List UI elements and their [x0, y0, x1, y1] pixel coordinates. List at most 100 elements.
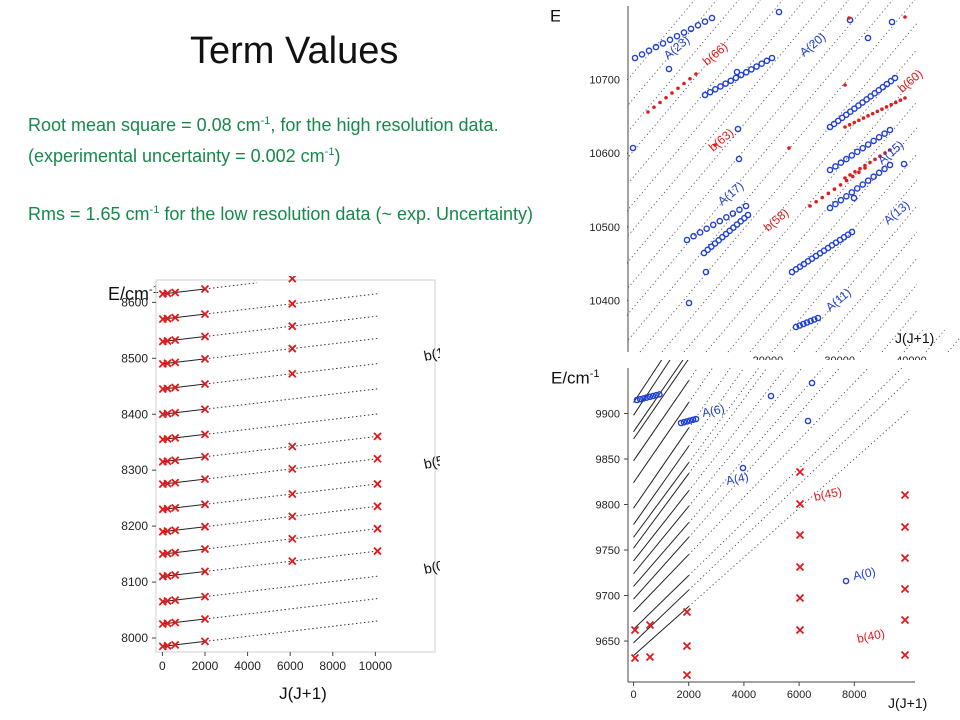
data-point-circle	[666, 36, 674, 44]
data-point-circle	[842, 111, 850, 119]
fit-line	[633, 554, 690, 613]
data-point-cross	[288, 534, 297, 543]
data-point-cross	[171, 570, 180, 580]
fit-line	[162, 456, 206, 463]
data-point-circle	[704, 246, 711, 254]
data-point-circle	[830, 120, 838, 128]
data-point-cross	[163, 359, 172, 368]
data-point-cross	[171, 358, 180, 367]
data-point-cross	[163, 479, 172, 488]
data-point-cross	[900, 615, 910, 625]
data-point-circle	[673, 32, 681, 40]
data-point-circle	[646, 393, 654, 401]
data-point-circle	[680, 29, 688, 36]
fit-line-extrapolated	[688, 367, 698, 381]
x-tick-label: 10000	[359, 659, 393, 673]
data-point-circle	[864, 177, 872, 184]
data-point-cross	[200, 354, 210, 364]
fit-line	[162, 433, 206, 440]
data-point-circle	[690, 232, 697, 240]
data-point-dot	[814, 199, 818, 204]
data-point-circle	[723, 214, 730, 221]
fit-line-extrapolated	[688, 367, 841, 538]
data-point-circle	[881, 130, 888, 137]
data-point-circle	[753, 63, 760, 70]
fit-line	[162, 358, 206, 365]
data-point-circle	[687, 25, 695, 33]
y-tick-label: 9750	[596, 545, 620, 557]
fit-line-extrapolated	[204, 315, 380, 337]
data-point-dot	[861, 116, 866, 120]
x-tick-label: 4000	[234, 659, 261, 673]
data-point-cross	[200, 567, 210, 576]
data-point-circle	[633, 396, 641, 404]
data-point-cross	[171, 383, 180, 392]
data-point-circle	[736, 206, 743, 214]
x-tick-label: 6000	[787, 689, 811, 701]
data-point-cross	[200, 637, 210, 646]
y-tick-label: 8100	[121, 575, 148, 589]
series-annotation: b(66)	[700, 40, 730, 69]
data-point-dot	[676, 86, 680, 91]
data-point-cross	[900, 553, 910, 563]
data-point-circle	[712, 86, 719, 93]
data-point-cross	[171, 288, 180, 297]
x-tick-label: 30000	[824, 355, 855, 360]
data-point-circle	[703, 225, 710, 232]
data-point-cross	[200, 332, 210, 341]
data-point-cross	[200, 500, 210, 509]
series-annotation: b(5)	[422, 451, 440, 472]
data-point-circle	[737, 71, 745, 79]
fit-line	[633, 506, 690, 575]
data-point-cross	[630, 625, 640, 635]
fit-line-extrapolated	[204, 337, 380, 360]
data-point-circle	[727, 77, 735, 85]
x-axis-label: J(J+1)	[888, 695, 927, 711]
fit-line	[633, 522, 690, 587]
data-point-dot	[826, 191, 831, 196]
data-point-cross	[288, 512, 297, 521]
series-annotation: b(0)	[422, 556, 440, 577]
data-point-cross	[900, 522, 910, 532]
data-point-circle	[832, 163, 839, 170]
fit-line	[162, 383, 206, 390]
data-point-circle	[853, 185, 861, 192]
fit-line	[633, 473, 690, 549]
data-point-cross	[163, 571, 172, 581]
y-tick-label: 8000	[121, 631, 148, 645]
data-point-cross	[630, 653, 640, 663]
x-tick-label: 8000	[842, 689, 866, 701]
data-point-circle	[744, 211, 752, 219]
fit-line-extrapolated	[560, 0, 784, 265]
series-annotation: b(45)	[813, 484, 843, 504]
data-point-circle	[631, 54, 639, 62]
data-point-cross	[163, 434, 172, 443]
fit-line	[633, 536, 690, 600]
data-point-circle	[680, 418, 688, 426]
data-point-circle	[645, 47, 653, 55]
data-point-circle	[886, 161, 894, 169]
fit-line-extrapolated	[573, 0, 872, 353]
data-point-circle	[729, 210, 737, 217]
fit-line	[162, 526, 206, 533]
data-point-cross	[288, 299, 297, 308]
data-point-circle	[851, 105, 858, 112]
fit-line-extrapolated	[204, 413, 380, 435]
data-point-circle	[722, 80, 729, 87]
fit-line-extrapolated	[204, 575, 380, 598]
y-tick-label: 10500	[589, 222, 620, 234]
fit-line-extrapolated	[204, 620, 380, 642]
data-point-circle	[837, 159, 845, 167]
fit-line-extrapolated	[688, 378, 910, 591]
data-point-circle	[859, 99, 866, 106]
data-point-circle	[643, 394, 650, 401]
data-point-cross	[200, 452, 210, 461]
data-point-circle	[870, 137, 877, 145]
data-point-circle	[763, 57, 771, 65]
x-axis-label: J(J+1)	[279, 684, 327, 703]
data-point-cross	[373, 502, 382, 511]
data-point-cross	[795, 593, 805, 603]
data-point-circle	[735, 155, 743, 163]
data-point-dot	[847, 16, 851, 20]
data-point-circle	[683, 236, 691, 244]
